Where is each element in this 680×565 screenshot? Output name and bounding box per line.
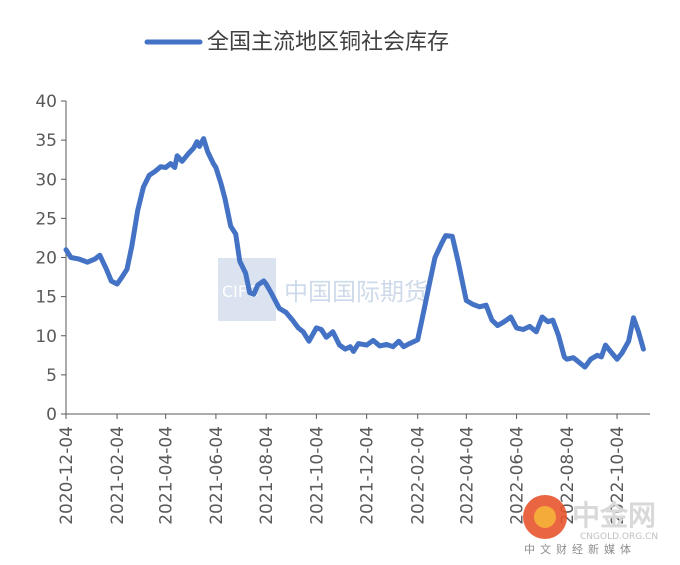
y-tick-label: 30 [35, 170, 57, 190]
x-tick-label: 2021-08-04 [257, 426, 277, 525]
x-tick-label: 2021-06-04 [207, 426, 227, 525]
corner-subtitle-text: 中文财经新媒体 [524, 542, 636, 556]
x-tick-label: 2022-06-04 [508, 426, 528, 525]
series-layer [63, 136, 646, 370]
x-tick-label: 2022-08-04 [558, 426, 578, 525]
corner-url-text: CNGOLD.ORG.CN [580, 532, 658, 542]
y-tick-label: 35 [35, 131, 57, 151]
legend: 全国主流地区铜社会库存 [144, 30, 449, 55]
y-tick-label: 5 [46, 366, 57, 386]
corner-brand-text: 中金网 [572, 499, 656, 532]
y-tick-label: 10 [35, 327, 57, 347]
axes [65, 101, 650, 415]
y-tick-label: 15 [35, 288, 57, 308]
x-tick-label: 2021-10-04 [307, 426, 327, 525]
x-tick-label: 2021-02-04 [108, 426, 128, 525]
y-tick-label: 25 [35, 209, 57, 229]
x-axis: 2020-12-04 2021-02-04 2021-04-04 2021-06-04… [57, 414, 628, 525]
y-axis: 0 5 10 15 20 25 30 35 40 [35, 92, 66, 425]
watermark-center-text: 中国国际期货 [284, 278, 428, 306]
x-tick-label: 2021-12-04 [358, 426, 378, 525]
x-tick-label: 2020-12-04 [57, 426, 77, 525]
corner-watermark: 中金网 CNGOLD.ORG.CN 中文财经新媒体 [523, 495, 658, 556]
y-tick-label: 0 [46, 405, 57, 425]
legend-label: 全国主流地区铜社会库存 [207, 30, 449, 55]
x-tick-label: 2022-04-04 [457, 426, 477, 525]
x-tick-label: 2021-04-04 [157, 426, 177, 525]
x-tick-label: 2022-02-04 [409, 426, 429, 525]
y-tick-label: 40 [35, 92, 57, 112]
y-tick-label: 20 [35, 249, 57, 269]
series-line [63, 136, 646, 370]
corner-logo-inner [534, 506, 556, 528]
center-watermark: CIFC 中国国际期货 [218, 258, 428, 321]
x-tick-label: 2022-10-04 [608, 426, 628, 525]
